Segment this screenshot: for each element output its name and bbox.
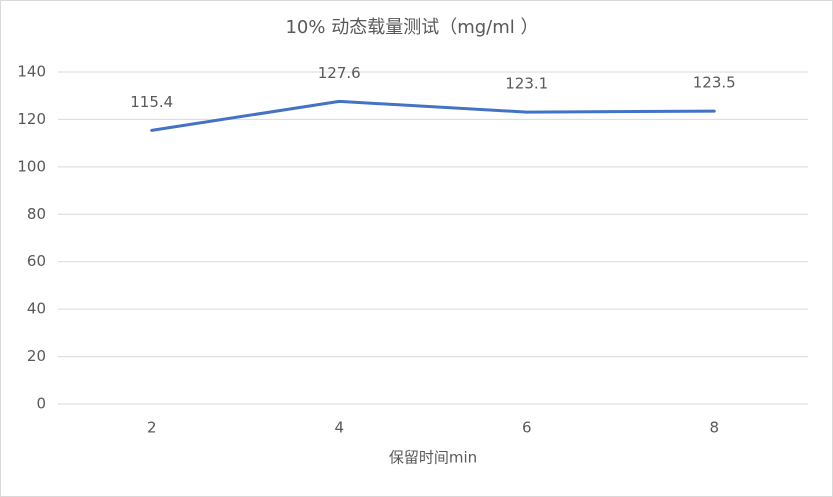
data-line [150, 99, 716, 132]
y-tick-label: 80 [27, 205, 46, 223]
data-label: 123.5 [693, 74, 736, 92]
x-tick-label: 8 [709, 419, 719, 437]
y-tick-label: 120 [17, 110, 46, 128]
x-tick-label: 2 [147, 419, 157, 437]
y-tick-label: 40 [27, 300, 46, 318]
y-tick-label: 20 [27, 347, 46, 365]
data-label: 127.6 [318, 64, 361, 82]
data-label: 123.1 [505, 75, 548, 93]
y-tick-label: 0 [36, 395, 46, 413]
y-tick-label: 140 [17, 63, 46, 81]
y-tick-label: 100 [17, 157, 46, 175]
x-tick-label: 6 [522, 419, 532, 437]
chart-title: 10% 动态载量测试（mg/ml ） [285, 17, 538, 38]
data-label: 115.4 [130, 93, 173, 111]
y-tick-label: 60 [27, 252, 46, 270]
x-tick-label: 4 [334, 419, 344, 437]
x-axis-label: 保留时间min [389, 449, 477, 467]
